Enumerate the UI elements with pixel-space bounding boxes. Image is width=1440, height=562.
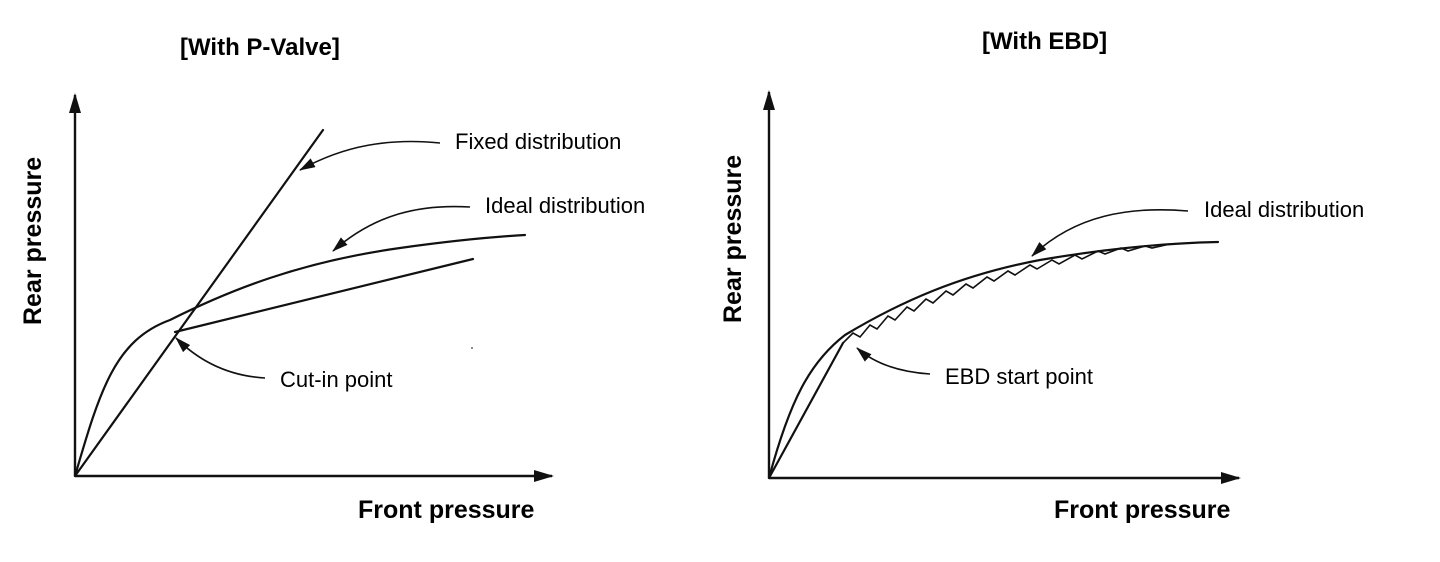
left-p-valve-distribution-line <box>173 257 475 334</box>
right-panel: [With EBD] Front pressure Rear pressure … <box>719 28 1364 524</box>
right-y-axis-label: Rear pressure <box>719 155 747 323</box>
right-ebd-start-point-pointer <box>856 347 931 375</box>
left-y-axis-label: Rear pressure <box>19 157 47 325</box>
left-ideal-distribution-pointer <box>332 205 471 252</box>
left-panel-title: [With P-Valve] <box>180 34 340 61</box>
left-fixed-distribution-label: Fixed distribution <box>455 129 621 154</box>
right-x-axis-label: Front pressure <box>1054 496 1231 524</box>
right-ebd-stepped-distribution <box>842 243 1171 344</box>
right-panel-title: [With EBD] <box>982 28 1107 55</box>
left-ideal-distribution-label: Ideal distribution <box>485 193 645 218</box>
left-panel: [With P-Valve] Front pressure Rear press… <box>19 34 645 524</box>
right-ideal-distribution-curve <box>767 240 1220 480</box>
left-fixed-distribution-line <box>73 128 325 478</box>
left-cut-in-point-label: Cut-in point <box>280 367 393 392</box>
left-stray-dot <box>471 347 473 349</box>
right-ideal-distribution-label: Ideal distribution <box>1204 197 1364 222</box>
left-ideal-distribution-curve <box>73 233 527 478</box>
left-x-axis-label: Front pressure <box>358 496 535 524</box>
right-ebd-start-point-label: EBD start point <box>945 364 1093 389</box>
right-initial-distribution-line <box>767 341 845 480</box>
left-cut-in-point-pointer <box>175 337 266 379</box>
left-fixed-distribution-pointer <box>299 140 441 171</box>
right-ideal-distribution-pointer <box>1031 208 1189 257</box>
